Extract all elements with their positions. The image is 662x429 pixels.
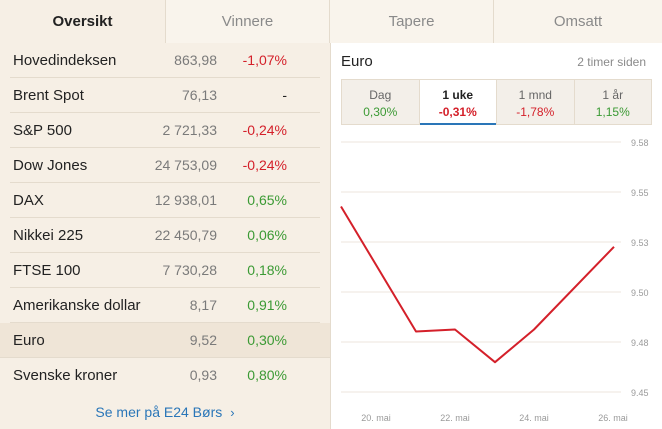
row-divider [10, 217, 320, 218]
list-item[interactable]: Brent Spot 76,13 - [0, 78, 330, 113]
detail-panel: Euro 2 timer siden Dag 0,30% 1 uke -0,31… [330, 43, 662, 429]
list-item[interactable]: DAX 12 938,01 0,65% [0, 183, 330, 218]
instrument-name: Euro [13, 332, 45, 349]
list-item[interactable]: Hovedindeksen 863,98 -1,07% [0, 43, 330, 78]
tab-vinnere[interactable]: Vinnere [166, 0, 330, 43]
list-item[interactable]: FTSE 100 7 730,28 0,18% [0, 253, 330, 288]
x-tick-label: 24. mai [519, 413, 549, 423]
period-selector: Dag 0,30% 1 uke -0,31% 1 mnd -1,78% 1 år… [341, 79, 652, 125]
row-divider [10, 182, 320, 183]
detail-title: Euro [341, 53, 373, 70]
see-more-label: Se mer på E24 Børs [95, 404, 223, 420]
list-item[interactable]: Nikkei 225 22 450,79 0,06% [0, 218, 330, 253]
y-tick-label: 9.50 [631, 288, 649, 298]
x-tick-label: 26. mai [598, 413, 628, 423]
period-tab-month[interactable]: 1 mnd -1,78% [497, 80, 575, 124]
see-more-link[interactable]: Se mer på E24 Børs › [0, 395, 330, 429]
tab-tapere[interactable]: Tapere [330, 0, 494, 43]
period-label: Dag [369, 88, 392, 102]
period-value: -1,78% [516, 105, 555, 119]
instrument-name: S&P 500 [13, 122, 72, 139]
instrument-value: 9,52 [189, 332, 217, 348]
instrument-change: -0,24% [242, 122, 287, 138]
row-divider [10, 147, 320, 148]
instrument-name: FTSE 100 [13, 262, 81, 279]
instrument-value: 2 721,33 [162, 122, 218, 138]
instrument-name: Hovedindeksen [13, 52, 117, 69]
instrument-name: Amerikanske dollar [13, 297, 141, 314]
row-divider [10, 322, 320, 323]
instrument-change: 0,06% [247, 227, 287, 243]
instrument-value: 22 450,79 [154, 227, 217, 243]
tab-bar: Oversikt Vinnere Tapere Omsatt [0, 0, 662, 43]
instrument-name: Svenske kroner [13, 367, 118, 384]
instrument-value: 863,98 [174, 52, 217, 68]
instrument-change: 0,80% [247, 367, 287, 383]
row-divider [10, 252, 320, 253]
period-label: 1 år [602, 88, 624, 102]
instrument-value: 0,93 [189, 367, 217, 383]
instrument-change: 0,91% [247, 297, 287, 313]
instrument-change: -1,07% [242, 52, 287, 68]
period-tab-day[interactable]: Dag 0,30% [342, 80, 420, 124]
price-chart: 9.58 9.55 9.53 9.50 9.48 9.45 20. mai 22. mai 24… [340, 138, 649, 423]
y-tick-label: 9.45 [631, 388, 649, 398]
instrument-change: -0,24% [242, 157, 287, 173]
instrument-value: 7 730,28 [162, 262, 218, 278]
list-item-selected[interactable]: Euro 9,52 0,30% [0, 323, 330, 358]
series-line [340, 205, 615, 364]
list-item[interactable]: Dow Jones 24 753,09 -0,24% [0, 148, 330, 183]
y-tick-label: 9.53 [631, 238, 649, 248]
updated-timestamp: 2 timer siden [577, 55, 646, 69]
instrument-value: 12 938,01 [154, 192, 217, 208]
period-label: 1 mnd [518, 88, 552, 102]
period-label: 1 uke [442, 88, 474, 102]
y-tick-label: 9.58 [631, 138, 649, 148]
x-tick-label: 22. mai [440, 413, 470, 423]
period-tab-week[interactable]: 1 uke -0,31% [419, 80, 497, 125]
x-tick-label: 20. mai [361, 413, 391, 423]
market-list: Hovedindeksen 863,98 -1,07% Brent Spot 7… [0, 43, 330, 429]
period-value: 1,15% [595, 105, 630, 119]
row-divider [0, 357, 330, 358]
list-item[interactable]: Svenske kroner 0,93 0,80% [0, 358, 330, 393]
y-tick-label: 9.48 [631, 338, 649, 348]
chevron-right-icon: › [230, 405, 235, 420]
list-item[interactable]: S&P 500 2 721,33 -0,24% [0, 113, 330, 148]
row-divider [10, 287, 320, 288]
instrument-name: Dow Jones [13, 157, 88, 174]
tab-omsatt[interactable]: Omsatt [494, 0, 662, 43]
instrument-name: Brent Spot [13, 87, 84, 104]
y-tick-label: 9.55 [631, 188, 649, 198]
instrument-value: 24 753,09 [154, 157, 217, 173]
tab-oversikt[interactable]: Oversikt [0, 0, 166, 43]
period-value: 0,30% [363, 105, 398, 119]
instrument-name: DAX [13, 192, 44, 209]
period-value: -0,31% [438, 105, 477, 119]
instrument-change: 0,18% [247, 262, 287, 278]
instrument-change: 0,30% [247, 332, 287, 348]
row-divider [10, 112, 320, 113]
instrument-value: 8,17 [189, 297, 217, 313]
period-tab-year[interactable]: 1 år 1,15% [575, 80, 652, 124]
instrument-change: - [282, 87, 287, 103]
instrument-change: 0,65% [247, 192, 287, 208]
list-item[interactable]: Amerikanske dollar 8,17 0,91% [0, 288, 330, 323]
instrument-value: 76,13 [181, 87, 217, 103]
row-divider [10, 77, 320, 78]
instrument-name: Nikkei 225 [13, 227, 84, 244]
